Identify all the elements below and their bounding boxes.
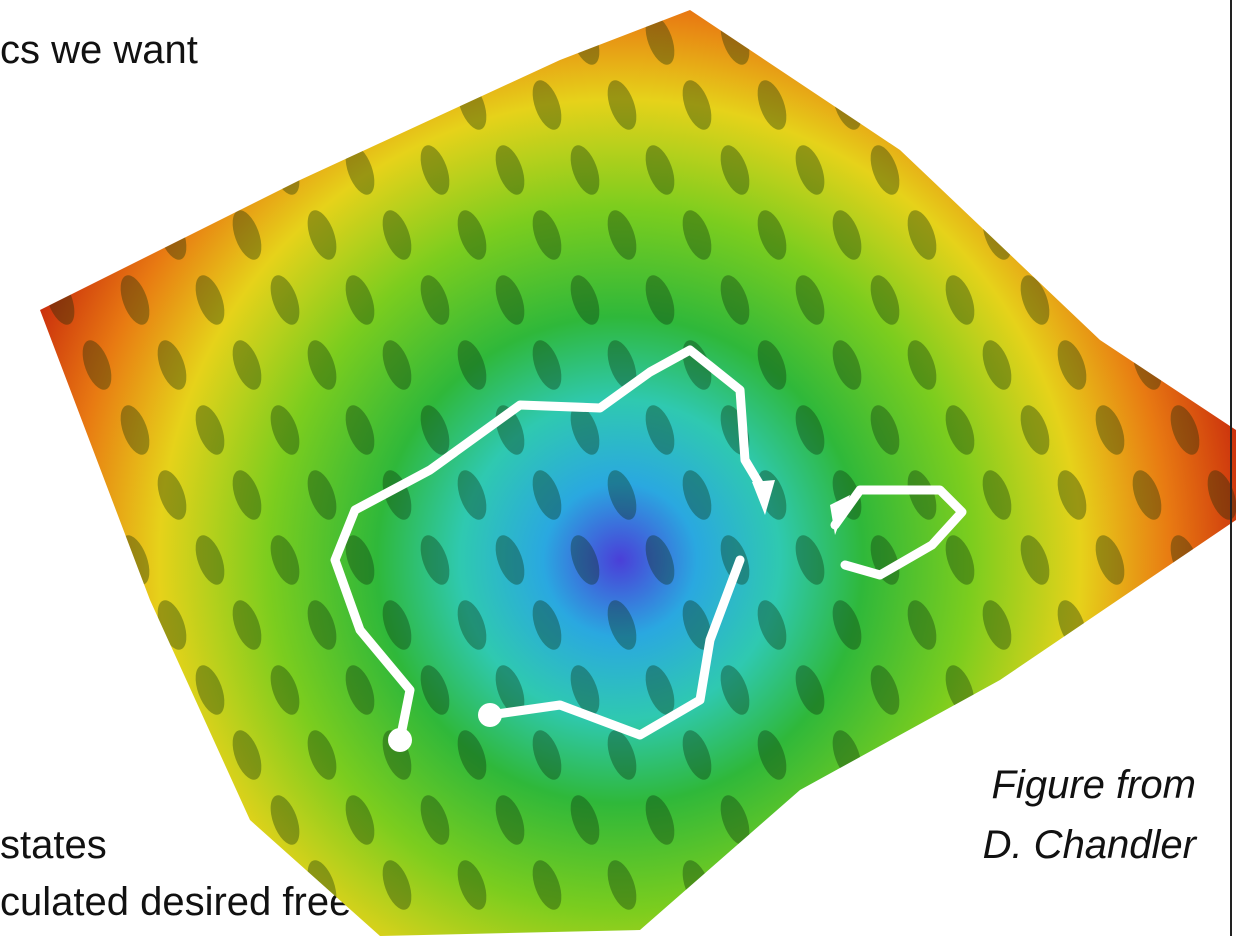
terrain-shade — [865, 11, 905, 68]
terrain-shade — [302, 76, 342, 133]
terrain-shade — [115, 11, 155, 68]
terrain-shade — [902, 76, 942, 133]
terrain-shade — [77, 856, 117, 913]
figure-caption: D. Chandler — [983, 825, 1196, 865]
terrain-shade — [265, 11, 305, 68]
terrain-shade — [40, 401, 80, 458]
terrain-shade — [1052, 76, 1092, 133]
terrain-shade — [902, 726, 942, 783]
terrain-shade — [40, 531, 80, 588]
terrain-shade — [415, 11, 455, 68]
slide-border — [1230, 0, 1232, 936]
terrain-shade — [940, 791, 980, 848]
terrain-shade — [790, 11, 830, 68]
terrain-shade — [977, 76, 1017, 133]
terrain-shade — [152, 856, 192, 913]
terrain-shade — [902, 856, 942, 913]
terrain-shade — [1165, 271, 1205, 328]
terrain-shade — [1015, 11, 1055, 68]
terrain-shade — [752, 856, 792, 913]
terrain-shade — [1052, 206, 1092, 263]
terrain-shade — [115, 791, 155, 848]
terrain-shade — [940, 141, 980, 198]
terrain-shade — [115, 661, 155, 718]
terrain-shade — [1015, 141, 1055, 198]
terrain-shade — [190, 11, 230, 68]
terrain-shade — [1090, 11, 1130, 68]
terrain-shade — [190, 791, 230, 848]
figure-caption: Figure from — [992, 765, 1197, 805]
terrain-shade — [1165, 11, 1205, 68]
terrain-shade — [40, 661, 80, 718]
terrain-shade — [340, 11, 380, 68]
slide: {"slide": {"text_lines": ["cs we want", … — [0, 0, 1236, 936]
terrain-shade — [1127, 206, 1167, 263]
terrain-shade — [190, 141, 230, 198]
terrain-shade — [1165, 661, 1205, 718]
terrain-shade — [865, 791, 905, 848]
terrain-shade — [77, 726, 117, 783]
terrain-shade — [152, 726, 192, 783]
terrain-shade — [1127, 76, 1167, 133]
terrain-shade — [115, 141, 155, 198]
terrain-shade — [40, 791, 80, 848]
terrain-shade — [490, 11, 530, 68]
terrain-shade — [1090, 661, 1130, 718]
terrain-shade — [227, 76, 267, 133]
terrain-shade — [1127, 596, 1167, 653]
terrain-shade — [40, 141, 80, 198]
terrain-shade — [77, 206, 117, 263]
terrain-shade — [1090, 141, 1130, 198]
terrain-shade — [77, 596, 117, 653]
terrain-shade — [790, 791, 830, 848]
terrain-shade — [1090, 271, 1130, 328]
terrain-shade — [940, 11, 980, 68]
terrain-shade — [1015, 661, 1055, 718]
terrain-shade — [377, 76, 417, 133]
terrain-shade — [827, 856, 867, 913]
terrain-shade — [227, 856, 267, 913]
terrain-shade — [1165, 141, 1205, 198]
terrain-shade — [77, 76, 117, 133]
terrain-shade — [152, 76, 192, 133]
terrain-shade — [40, 11, 80, 68]
